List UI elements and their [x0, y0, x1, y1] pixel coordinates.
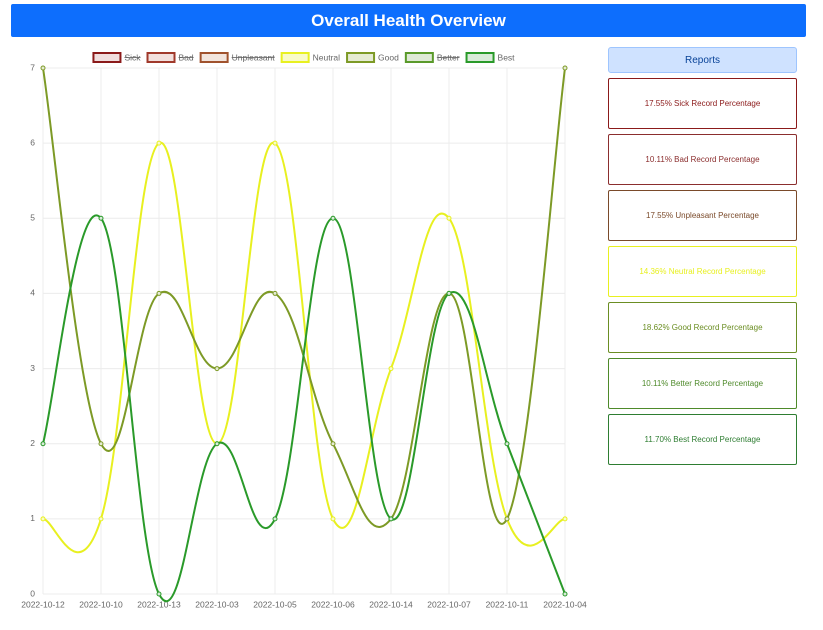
legend-item: Bad — [146, 52, 194, 63]
legend-swatch — [199, 52, 229, 63]
legend-item: Better — [404, 52, 460, 63]
point — [156, 290, 162, 296]
y-tick-label: 0 — [30, 588, 35, 598]
report-item: 18.62% Good Record Percentage — [608, 302, 797, 353]
report-item: 14.36% Neutral Record Percentage — [608, 246, 797, 297]
point — [504, 516, 510, 522]
legend-label: Neutral — [313, 52, 341, 62]
report-item: 11.70% Best Record Percentage — [608, 414, 797, 465]
legend: Sick Bad Unpleasant Neutral Good Better Best — [92, 52, 516, 63]
legend-item: Best — [465, 52, 516, 63]
y-tick-label: 3 — [30, 363, 35, 373]
point — [446, 215, 452, 221]
report-item: 17.55% Sick Record Percentage — [608, 78, 797, 129]
point — [40, 65, 46, 71]
point — [562, 65, 568, 71]
chart: 2022-10-12 2022-10-10 2022-10-13 2022-10-03… — [21, 52, 587, 609]
y-tick-label: 1 — [30, 513, 35, 523]
legend-swatch — [280, 52, 310, 63]
legend-label: Unpleasant — [232, 52, 276, 62]
point — [388, 516, 394, 522]
x-tick-label: 2022-10-07 — [427, 599, 471, 609]
legend-swatch — [465, 52, 495, 63]
y-tick-label: 5 — [30, 213, 35, 223]
reports-panel: Reports 17.55% Sick Record Percentage 10.… — [608, 47, 797, 465]
legend-swatch — [92, 52, 122, 63]
report-item: 17.55% Unpleasant Percentage — [608, 190, 797, 241]
point — [272, 516, 278, 522]
legend-item: Good — [346, 52, 399, 63]
point — [330, 441, 336, 447]
line — [42, 142, 566, 554]
legend-label: Better — [437, 52, 460, 62]
x-tick-label: 2022-10-13 — [137, 599, 181, 609]
point — [562, 516, 568, 522]
point — [156, 140, 162, 146]
line — [42, 214, 566, 603]
legend-swatch — [146, 52, 176, 63]
header-title: Overall Health Overview — [11, 4, 806, 37]
y-tick-label: 2 — [30, 438, 35, 448]
legend-swatch — [404, 52, 434, 63]
point — [562, 591, 568, 597]
x-tick-label: 2022-10-14 — [369, 599, 413, 609]
reports-title: Reports — [608, 47, 797, 73]
point — [272, 290, 278, 296]
point — [388, 366, 394, 372]
line — [42, 67, 566, 528]
point — [214, 366, 220, 372]
report-item: 10.11% Bad Record Percentage — [608, 134, 797, 185]
point — [98, 516, 104, 522]
point — [40, 516, 46, 522]
point — [330, 215, 336, 221]
x-tick-label: 2022-10-06 — [311, 599, 355, 609]
legend-label: Sick — [124, 52, 141, 62]
x-tick-label: 2022-10-05 — [253, 599, 297, 609]
x-tick-label: 2022-10-04 — [543, 599, 587, 609]
point — [272, 140, 278, 146]
y-tick-label: 4 — [30, 288, 35, 298]
legend-item: Sick — [92, 52, 141, 63]
y-tick-label: 7 — [30, 62, 35, 72]
legend-swatch — [346, 52, 376, 63]
point — [156, 591, 162, 597]
legend-label: Good — [378, 52, 399, 62]
point — [330, 516, 336, 522]
legend-label: Bad — [179, 52, 194, 62]
point — [98, 215, 104, 221]
point — [214, 441, 220, 447]
point — [446, 290, 452, 296]
legend-item: Neutral — [280, 52, 341, 63]
x-tick-label: 2022-10-12 — [21, 599, 65, 609]
x-tick-label: 2022-10-03 — [195, 599, 239, 609]
x-tick-label: 2022-10-11 — [486, 599, 529, 609]
point — [40, 441, 46, 447]
legend-label: Best — [498, 52, 516, 62]
point — [504, 441, 510, 447]
report-item: 10.11% Better Record Percentage — [608, 358, 797, 409]
point — [98, 441, 104, 447]
legend-item: Unpleasant — [199, 52, 276, 63]
y-tick-label: 6 — [30, 137, 35, 147]
x-tick-label: 2022-10-10 — [79, 599, 123, 609]
